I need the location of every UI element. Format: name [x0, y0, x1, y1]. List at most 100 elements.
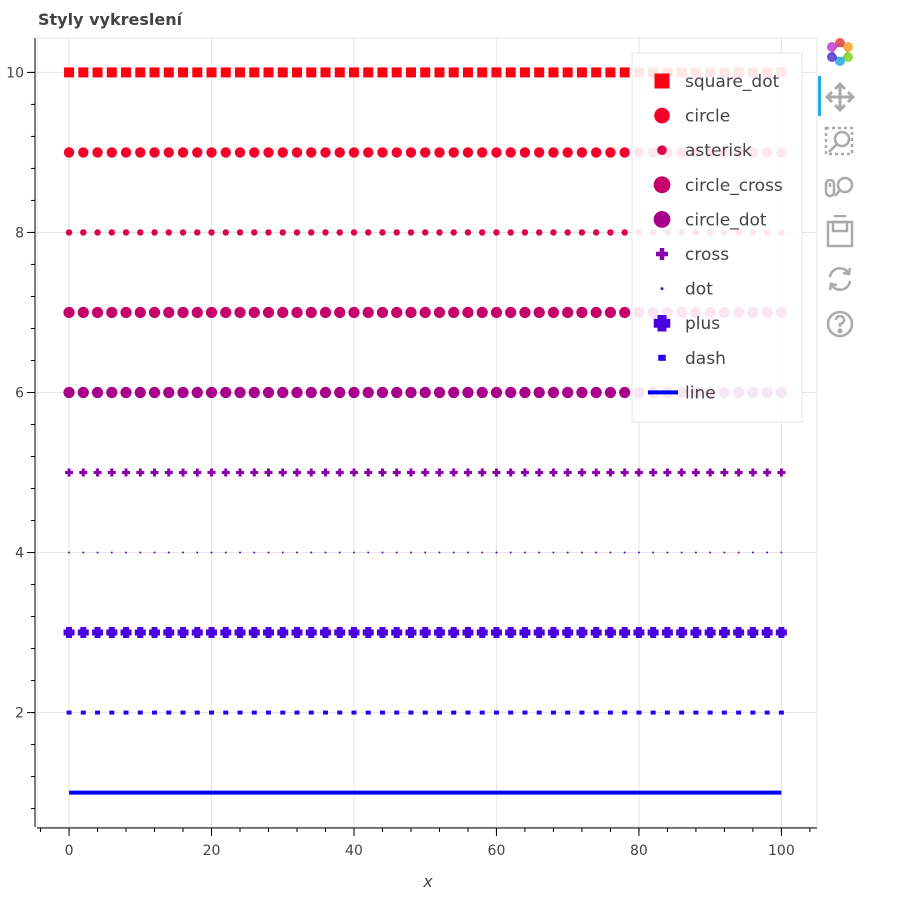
marker-asterisk [251, 229, 258, 236]
marker-square_dot [135, 67, 146, 78]
marker-square_dot [491, 67, 502, 78]
marker-circle [106, 147, 117, 158]
box-zoom-icon[interactable] [822, 124, 858, 160]
marker-circle_cross [262, 306, 275, 319]
marker-circle [377, 147, 388, 158]
series-cross [65, 468, 786, 477]
legend-label: cross [685, 245, 729, 265]
marker-plus [77, 627, 89, 639]
legend-item-dot[interactable]: dot [660, 280, 714, 300]
marker-plus [263, 627, 275, 639]
marker-plus [576, 627, 588, 639]
marker-circle_cross [191, 306, 203, 319]
bokeh-logo-icon[interactable] [822, 34, 858, 70]
marker-asterisk [194, 229, 201, 236]
marker-dash [166, 710, 172, 715]
marker-circle_dot [519, 386, 531, 399]
marker-dot [167, 551, 170, 554]
marker-dash [280, 710, 286, 715]
marker-asterisk [535, 229, 543, 236]
marker-square_dot [249, 67, 260, 78]
marker-square_dot [434, 67, 445, 78]
marker-dash [209, 710, 215, 715]
marker-cross [663, 468, 672, 477]
pan-icon[interactable] [822, 79, 858, 115]
marker-circle_dot [106, 386, 118, 399]
legend-item-line[interactable]: line [648, 383, 716, 403]
marker-circle_cross [448, 306, 460, 319]
marker-plus [163, 627, 175, 639]
marker-circle_cross [177, 306, 189, 319]
marker-asterisk [422, 229, 429, 236]
marker-dot [509, 551, 512, 554]
marker-cross [677, 468, 686, 477]
marker-plus [134, 627, 146, 639]
marker-circle [334, 147, 345, 158]
marker-circle [405, 147, 417, 158]
help-icon[interactable] [822, 306, 858, 342]
marker-dot [210, 551, 213, 554]
marker-circle_cross [334, 306, 346, 319]
marker-circle [163, 147, 174, 158]
marker-dash [465, 710, 471, 715]
marker-cross [649, 468, 658, 477]
legend-item-circle_cross[interactable]: circle_cross [653, 176, 783, 196]
marker-plus [519, 627, 531, 639]
marker-circle [590, 147, 602, 158]
marker-circle [92, 147, 103, 158]
marker-square_dot [591, 67, 602, 78]
marker-dot [523, 551, 526, 554]
legend-item-plus[interactable]: plus [653, 314, 721, 334]
marker-plus [348, 627, 360, 639]
marker-plus [448, 627, 460, 639]
marker-cross [207, 468, 216, 477]
marker-cross [107, 468, 116, 477]
marker-plus [234, 627, 246, 639]
legend-item-asterisk[interactable]: asterisk [657, 141, 752, 161]
marker-plus [433, 627, 445, 639]
marker-circle_dot [476, 386, 488, 399]
legend-item-circle[interactable]: circle [654, 107, 730, 127]
marker-dot [239, 551, 242, 554]
marker-dash [379, 710, 385, 715]
marker-asterisk [80, 229, 87, 236]
marker-square_dot [654, 73, 670, 89]
marker-square_dot [64, 67, 75, 78]
marker-circle_dot [163, 386, 175, 399]
marker-circle [576, 147, 588, 158]
marker-dot [481, 551, 484, 554]
wheel-zoom-icon[interactable] [822, 169, 858, 205]
y-tick-label: 10 [6, 65, 24, 81]
marker-circle_cross [462, 306, 474, 319]
legend-item-square_dot[interactable]: square_dot [654, 72, 780, 92]
marker-plus [319, 627, 331, 639]
marker-dash [194, 710, 200, 715]
marker-cross [193, 468, 202, 477]
marker-dot [296, 551, 298, 554]
marker-plus [676, 627, 688, 639]
marker-circle [277, 147, 288, 158]
marker-asterisk [436, 229, 443, 236]
legend-item-dash[interactable]: dash [658, 349, 726, 369]
marker-dash [707, 710, 713, 715]
axes: 0 20 40 60 80 100 2 4 6 8 10 [6, 38, 817, 859]
marker-cross [777, 468, 786, 477]
marker-asterisk [450, 229, 457, 236]
reset-icon[interactable] [822, 261, 858, 297]
marker-cross [392, 468, 401, 477]
marker-asterisk [365, 229, 372, 236]
legend-item-circle_dot[interactable]: circle_dot [653, 210, 767, 230]
marker-square_dot [78, 67, 89, 78]
legend-item-cross[interactable]: cross [656, 245, 729, 265]
marker-dash [251, 710, 257, 715]
marker-asterisk [122, 229, 130, 236]
marker-circle_cross [106, 306, 118, 319]
marker-circle_cross [547, 306, 560, 319]
marker-plus [533, 627, 545, 639]
save-icon[interactable] [822, 214, 858, 251]
marker-dash [223, 710, 229, 715]
marker-circle_cross [220, 306, 232, 319]
marker-dot [82, 551, 85, 554]
